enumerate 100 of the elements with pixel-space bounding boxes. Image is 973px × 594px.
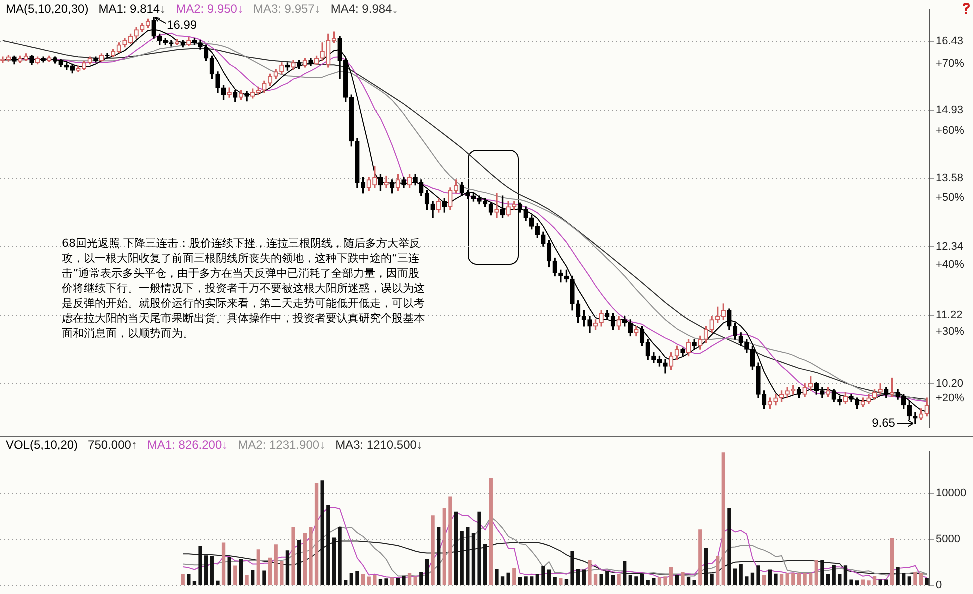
bar (542, 566, 546, 586)
bar (797, 573, 802, 586)
bar (872, 576, 877, 586)
y-tick-label: 13.58 (936, 172, 964, 184)
bar (414, 576, 418, 586)
bar (884, 580, 888, 586)
bar (844, 566, 848, 586)
bar (524, 576, 528, 586)
bar (768, 570, 772, 586)
bar (384, 578, 388, 586)
y-tick-label: 10.20 (936, 378, 964, 390)
bar (652, 578, 656, 586)
bar (314, 482, 319, 586)
y2-tick-label: +50% (936, 192, 965, 204)
bar (792, 573, 796, 586)
bar (332, 538, 336, 586)
bar (634, 576, 638, 586)
bar (460, 531, 464, 586)
bar (210, 556, 214, 586)
bar (280, 561, 284, 586)
bar (762, 575, 766, 586)
bar (356, 571, 360, 586)
annotation: 16.99 (167, 18, 198, 32)
bar (867, 580, 871, 586)
bar (664, 576, 668, 586)
y-tick-label: 16.43 (936, 36, 964, 48)
series-label: MA2: 9.950↓ (176, 2, 244, 16)
bar (292, 527, 296, 586)
bar (750, 572, 755, 586)
bar (733, 568, 738, 586)
y-tick-label: 12.34 (936, 241, 964, 254)
bar (478, 512, 482, 586)
bar (594, 574, 598, 586)
bar (576, 569, 580, 586)
bar (838, 574, 842, 586)
bar (547, 570, 552, 586)
bar (908, 576, 912, 586)
bar (431, 516, 435, 586)
bar (309, 527, 313, 586)
annotation: 68回光返照 下降三连击：股价连续下挫，连拉三根阴线，随后多方大举反攻，以一根大阳收复了前面三根阴线所丧失的领地，这种下跌中途的“三连击”通常表示多头平仓，由于多方在当天反弹中已消耗了全部力量，因而股价将继续下行。一般情况下，投资者千万不要被这根大阳所迷惑，误以为这是反弹的开始。就股价运行的实际来看，第二天走势可能低开低走，可以考虑在拉大阳的当天尾市果断出货。具体操作中，投资者要认真研究个股基本面和消息面，以顺势而为。 (62, 236, 426, 341)
bar (832, 565, 836, 586)
bar (298, 540, 302, 586)
y2-tick-label: +30% (936, 326, 965, 338)
bar (809, 573, 813, 586)
candlestick (494, 193, 500, 218)
bar (425, 559, 430, 586)
y2-tick-label: +70% (936, 58, 965, 70)
bar (814, 560, 818, 586)
bar (187, 574, 191, 586)
bar (878, 580, 882, 586)
text: MA2: 1231.900↓ (238, 438, 326, 452)
bar (484, 544, 488, 586)
text: MA3: 1210.500↓ (336, 438, 423, 452)
bar (756, 566, 760, 586)
annotation: 9.65 (872, 416, 896, 430)
bar (786, 573, 790, 586)
bar (251, 570, 255, 586)
bar (611, 575, 616, 586)
y-tick-label: 5000 (936, 533, 960, 546)
bar (361, 574, 366, 586)
bar (512, 568, 516, 586)
bar (710, 574, 714, 586)
bar (198, 546, 202, 586)
bar (780, 574, 784, 586)
bar (914, 572, 918, 586)
bar (820, 560, 824, 586)
bar (216, 580, 220, 586)
chart-title: MA(5,10,20,30) (6, 2, 89, 16)
bar (274, 544, 278, 586)
bar (803, 573, 807, 586)
bar (623, 561, 627, 586)
bar (344, 580, 348, 586)
bar (495, 569, 499, 586)
text: MA1: 826.200↓ (147, 438, 228, 452)
bar (350, 573, 354, 586)
bar (582, 570, 586, 586)
bar (564, 579, 569, 586)
y2-tick-label: +40% (936, 258, 965, 271)
bar (826, 574, 830, 586)
bar (681, 572, 685, 586)
bar (606, 571, 610, 586)
bar (774, 574, 778, 586)
y-tick-label: 14.93 (936, 104, 964, 116)
series-label: MA1: 9.814↓ (98, 2, 166, 16)
bar (553, 578, 557, 586)
bar (373, 575, 377, 586)
bar (181, 574, 185, 586)
y-tick-label: 0 (936, 579, 942, 592)
bar (600, 574, 604, 586)
bar (698, 530, 702, 586)
bar (262, 570, 266, 586)
bar (228, 557, 232, 586)
bar (739, 564, 743, 586)
bar (675, 575, 679, 586)
bar (466, 527, 470, 586)
bar (234, 566, 238, 586)
bar (390, 578, 394, 586)
bar (902, 573, 906, 586)
bar (658, 578, 662, 586)
bar (268, 558, 272, 586)
